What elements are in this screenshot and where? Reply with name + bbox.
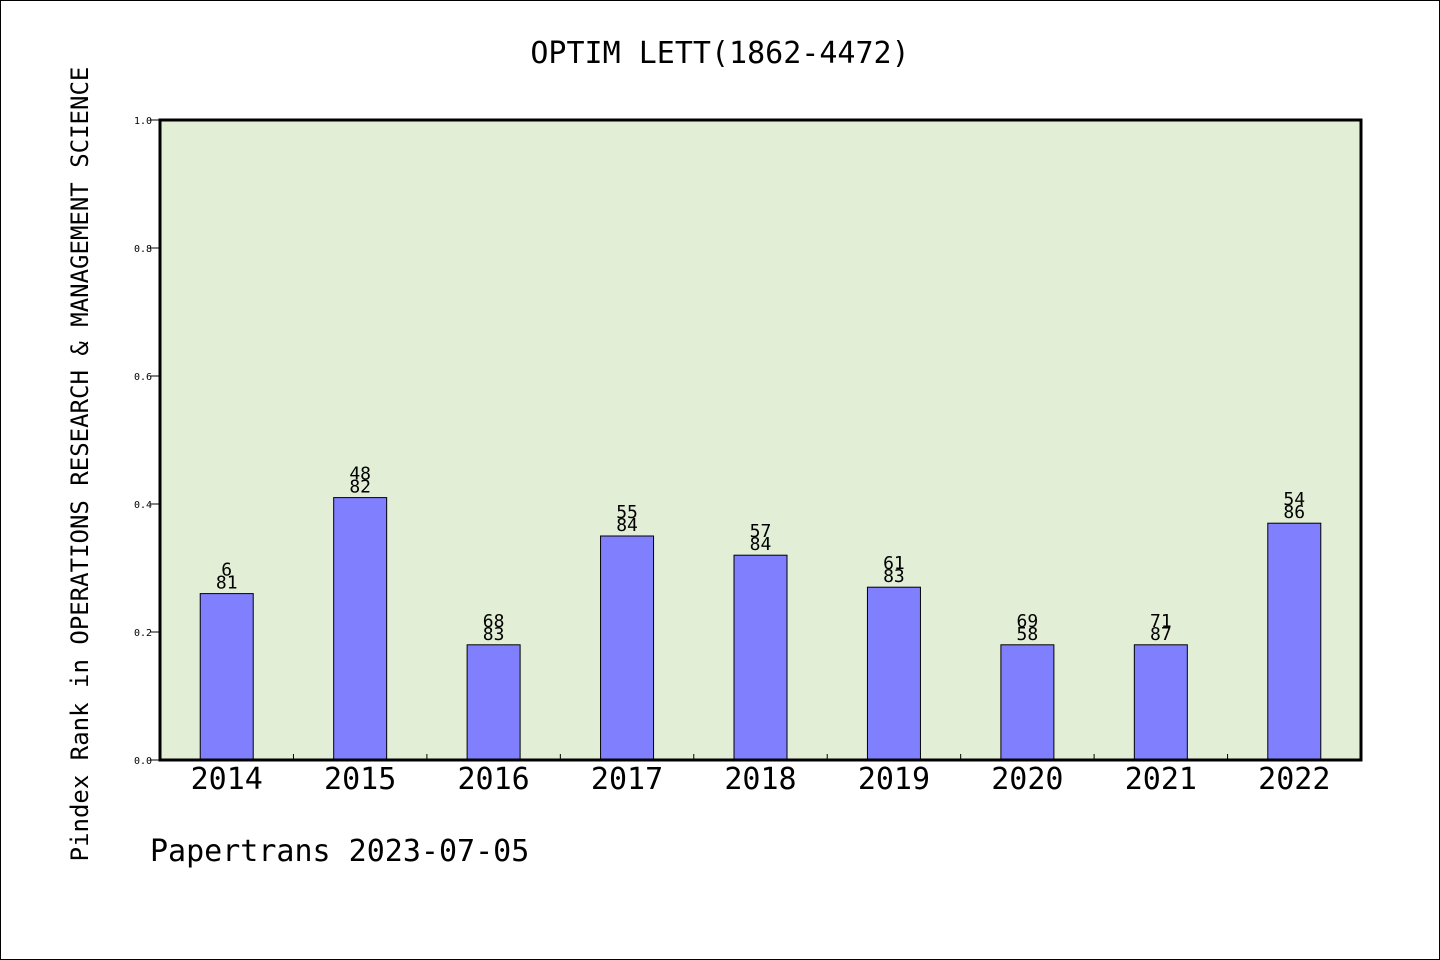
bar-label-top-2022: 54 xyxy=(1283,489,1305,510)
y-tick-label-0: 0.0 xyxy=(134,756,152,767)
bar-label-bottom-2015: 82 xyxy=(349,477,371,498)
y-tick-label-1: 0.2 xyxy=(134,628,152,639)
bar-label-top-2019: 61 xyxy=(883,553,905,574)
bar-label-bottom-2019: 83 xyxy=(883,566,905,587)
bar-2015 xyxy=(333,497,388,761)
y-tick-label-3: 0.6 xyxy=(134,372,152,383)
bar-label-bottom-2020: 58 xyxy=(1017,624,1039,645)
bar-label-top-2014: 6 xyxy=(221,560,232,581)
y-tick-label-2: 0.4 xyxy=(134,500,152,511)
x-tick-label-2019: 2019 xyxy=(858,762,930,797)
x-tick-label-2022: 2022 xyxy=(1258,762,1330,797)
bar-label-top-2018: 57 xyxy=(750,521,772,542)
y-tick-label-4: 0.8 xyxy=(134,244,152,255)
bar-2019 xyxy=(866,586,921,761)
bar-label-top-2017: 55 xyxy=(616,502,638,523)
bar-2021 xyxy=(1133,644,1188,761)
bar-label-top-2020: 69 xyxy=(1017,611,1039,632)
bar-label-top-2016: 68 xyxy=(483,611,505,632)
bar-2017 xyxy=(600,535,655,761)
footer-label: Papertrans 2023-07-05 xyxy=(150,834,530,869)
plot-border xyxy=(158,118,1363,762)
x-tick-label-2017: 2017 xyxy=(591,762,663,797)
bar-label-bottom-2017: 84 xyxy=(616,515,638,536)
bar-label-bottom-2014: 81 xyxy=(216,573,238,594)
bar-label-bottom-2018: 84 xyxy=(750,534,772,555)
x-tick-label-2015: 2015 xyxy=(324,762,396,797)
bar-label-bottom-2021: 87 xyxy=(1150,624,1172,645)
bar-label-top-2021: 71 xyxy=(1150,611,1172,632)
bar-2016 xyxy=(466,644,521,761)
x-tick-label-2018: 2018 xyxy=(724,762,796,797)
bar-2014 xyxy=(199,593,254,761)
bar-2018 xyxy=(733,554,788,761)
x-tick-label-2020: 2020 xyxy=(991,762,1063,797)
bar-2020 xyxy=(1000,644,1055,761)
x-tick-label-2016: 2016 xyxy=(457,762,529,797)
bar-label-bottom-2016: 83 xyxy=(483,624,505,645)
bar-2022 xyxy=(1267,522,1322,761)
bar-label-bottom-2022: 86 xyxy=(1283,502,1305,523)
chart-title: OPTIM LETT(1862-4472) xyxy=(530,36,910,71)
y-tick-label-5: 1.0 xyxy=(134,116,152,127)
x-tick-label-2021: 2021 xyxy=(1125,762,1197,797)
bar-label-top-2015: 48 xyxy=(349,464,371,485)
x-tick-label-2014: 2014 xyxy=(191,762,263,797)
